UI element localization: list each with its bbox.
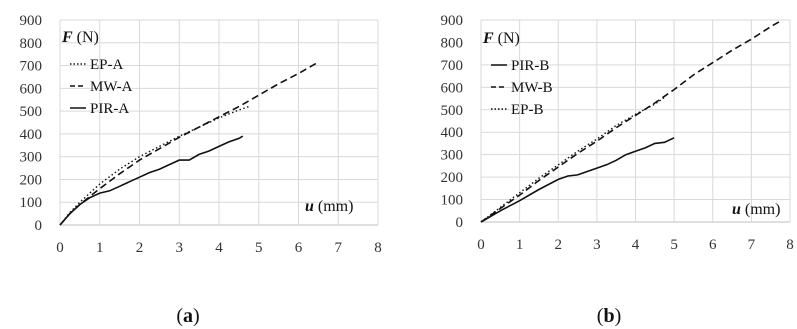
chart-a-legend-label: EP-A [90,57,124,73]
chart-a-ylabel-symbol: F [61,29,73,46]
chart-a-series-pir-a [59,135,244,226]
chart-a-ytick-label: 700 [20,59,43,75]
chart-b-xtick-label: 3 [593,237,601,253]
caption-b: (b) [597,305,621,327]
chart-a-ytick-label: 400 [20,127,43,143]
chart-b-xtick-label: 0 [477,237,485,253]
chart-b-ytick-label: 200 [441,170,464,186]
chart-a-legend-label: PIR-A [90,101,129,117]
chart-b-series-ep-b [480,96,665,223]
chart-a-ytick-label: 300 [20,150,43,166]
chart-a-ytick-label: 200 [20,172,43,188]
chart-a-xlabel-unit: (mm) [314,198,354,215]
chart-b-ytick-label: 0 [456,215,464,231]
chart-a-xtick-label: 1 [96,240,104,256]
chart-b-ytick-label: 700 [441,58,464,74]
chart-b-xlabel-unit: (mm) [741,201,781,218]
chart-a-xtick-label: 2 [136,240,144,256]
panel-b-chart: 0 100 200 300 400 500 600 700 800 900 0 1 2 3 4 5 6 7 8 F (… [441,13,794,253]
chart-a-xlabel: u (mm) [305,198,353,215]
chart-a-ytick-label: 600 [20,81,43,97]
chart-b-ytick-label: 900 [441,13,464,29]
chart-b-legend-label: PIR-B [511,58,549,74]
caption-a: (a) [176,305,199,327]
chart-b-ytick-label: 600 [441,80,464,96]
chart-b-ytick-label: 500 [441,103,464,119]
chart-b-xlabel: u (mm) [732,201,780,218]
chart-a-xlabel-symbol: u [305,198,314,215]
chart-a-xtick-label: 8 [374,240,382,256]
chart-a-ytick-label: 0 [35,218,43,234]
chart-b-ytick-label: 800 [441,35,464,51]
chart-a-ylabel-unit: (N) [73,29,99,46]
chart-b-series-pir-b [480,137,675,223]
caption-a-letter: a [183,305,193,327]
chart-a-xtick-label: 5 [255,240,263,256]
chart-a-xtick-label: 6 [295,240,303,256]
chart-b-ytick-label: 100 [441,193,464,209]
chart-b-ylabel: F (N) [482,30,520,47]
chart-a-xtick-label: 4 [215,240,223,256]
chart-a-ytick-label: 500 [20,104,43,120]
chart-b-xlabel-symbol: u [732,201,741,218]
chart-a-ylabel: F (N) [61,29,99,46]
chart-a-xtick-label: 3 [176,240,184,256]
chart-b-ylabel-symbol: F [482,30,494,47]
chart-a-xtick-label: 0 [56,240,64,256]
chart-a-ytick-label: 100 [20,195,43,211]
chart-a-series-ep-a [59,105,250,226]
chart-b-xtick-label: 7 [748,237,756,253]
chart-b-legend-label: EP-B [511,102,544,118]
chart-b-ytick-label: 400 [441,125,464,141]
chart-a-ytick-label: 900 [20,13,43,29]
chart-a-legend-label: MW-A [90,79,133,95]
chart-b-ylabel-unit: (N) [494,30,520,47]
chart-a-xtick-label: 7 [335,240,343,256]
chart-b-ytick-label: 300 [441,148,464,164]
chart-b-xtick-label: 2 [555,237,563,253]
chart-b-legend-label: MW-B [511,80,553,96]
chart-b-xtick-label: 4 [632,237,640,253]
chart-a-ytick-label: 800 [20,36,43,52]
chart-b-xtick-label: 6 [709,237,717,253]
chart-b-xtick-label: 5 [670,237,678,253]
caption-b-letter: b [603,305,614,327]
panel-a-chart: 0 100 200 300 400 500 600 700 800 900 0 1 2 3 4 5 6 7 8 F (… [20,13,382,256]
chart-b-xtick-label: 1 [516,237,524,253]
chart-b-xtick-label: 8 [786,237,794,253]
chart-b-series-mw-b [480,19,783,223]
